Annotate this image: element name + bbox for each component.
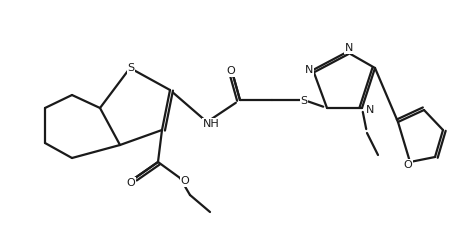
Text: NH: NH (202, 119, 219, 129)
Text: O: O (127, 178, 135, 188)
Text: N: N (345, 43, 353, 53)
Text: O: O (227, 66, 235, 76)
Text: O: O (404, 160, 412, 170)
Text: N: N (305, 65, 313, 75)
Text: S: S (301, 96, 307, 106)
Text: O: O (181, 176, 189, 186)
Text: S: S (128, 63, 134, 73)
Text: N: N (366, 105, 374, 115)
